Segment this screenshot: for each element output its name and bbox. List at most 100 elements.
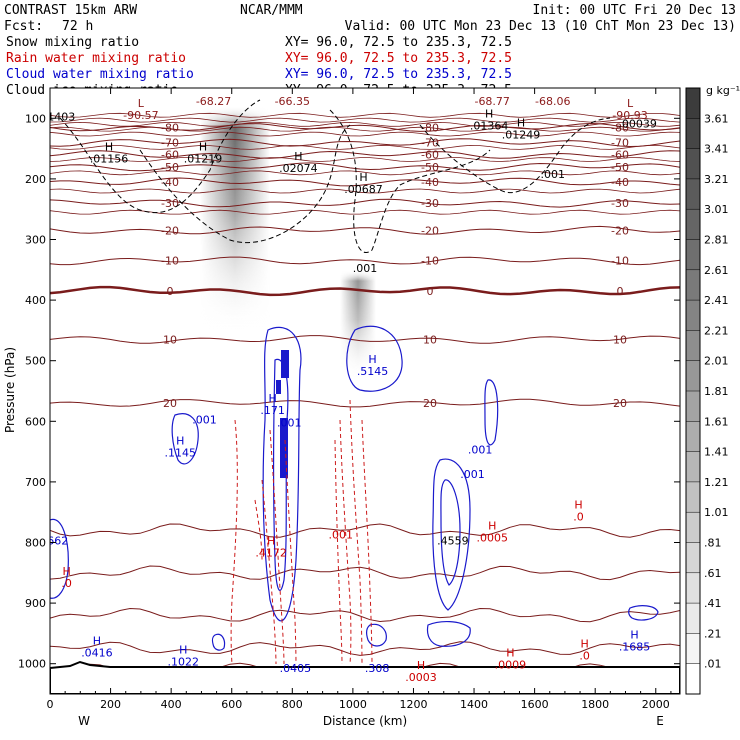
extremum-value: .4172 xyxy=(255,547,287,560)
rain-water-contour xyxy=(334,439,343,665)
colorbar-label: 1.81 xyxy=(704,385,729,398)
extremum-value: .001 xyxy=(460,468,485,481)
extremum-value: .001 xyxy=(468,444,493,457)
extremum-value: .171 xyxy=(260,404,285,417)
isotherm-label: 20 xyxy=(423,397,437,410)
cloud-water-contour xyxy=(426,621,471,647)
snow-contours xyxy=(59,99,611,253)
y-tick-label: 500 xyxy=(25,355,46,368)
y-tick-label: 800 xyxy=(25,537,46,550)
cloud-water-contour xyxy=(366,623,387,647)
colorbar-swatch xyxy=(686,330,700,362)
extremum-value: .01364 xyxy=(470,119,509,132)
colorbar-label: 1.01 xyxy=(704,506,729,519)
extremum-value: .01219 xyxy=(184,153,223,166)
extremum-value: .00687 xyxy=(344,183,383,196)
extremum-value: .1022 xyxy=(168,656,200,669)
colorbar-swatch xyxy=(686,603,700,634)
temperature-isotherms: -80 -80 -80-70 -70 -70-60 -60 -60-50 -50 -50-40-… xyxy=(50,112,680,678)
extremum-tag: H xyxy=(485,107,493,120)
colorbar: 3.61 3.41 3.21 3.01 2.81 2.61 2.41 2.21 2.01 1.81… xyxy=(685,87,729,695)
isotherm-label: 20 xyxy=(613,397,627,410)
isotherm-line xyxy=(50,138,680,148)
isotherm-label: -10 xyxy=(611,255,629,268)
extremum-value: -90.93 xyxy=(612,109,647,122)
isotherm-label: -30 xyxy=(421,197,439,210)
isotherm-label: -40 xyxy=(421,176,439,189)
cloud-water-contours xyxy=(50,325,659,651)
snow-contour xyxy=(329,109,491,253)
colorbar-swatch xyxy=(686,512,700,543)
extremum-tag: H xyxy=(630,629,638,642)
x-tick-label: 1800 xyxy=(581,698,609,711)
legend-label: Rain water mixing ratio xyxy=(6,51,186,66)
extremum-value: .1145 xyxy=(164,447,196,460)
legend-xy: XY= 96.0, 72.5 to 235.3, 72.5 xyxy=(285,51,512,66)
isotherm-label: -10 xyxy=(421,255,439,268)
extremum-value: -68.27 xyxy=(196,95,231,108)
y-tick-label: 900 xyxy=(25,597,46,610)
extremum-tag: H xyxy=(574,498,582,511)
cloud-water-contour xyxy=(211,633,226,651)
colorbar-swatch xyxy=(686,209,700,240)
extremum-value: .01403 xyxy=(37,110,76,123)
colorbar-label: 3.21 xyxy=(704,173,729,186)
isotherm-line xyxy=(50,131,680,137)
isotherm-line xyxy=(50,144,680,150)
extremum-value: .0 xyxy=(579,650,590,663)
extrema-labels: L-90.57-68.27 -66.35 -68.77 -68.06 L-90.93.0… xyxy=(37,95,657,684)
y-tick-label: 600 xyxy=(25,415,46,428)
isotherm-label: -70 xyxy=(161,137,179,150)
plot-content: -80 -80 -80-70 -70 -70-60 -60 -60-50 -50 -50-40-… xyxy=(37,95,680,694)
extremum-tag: H xyxy=(368,353,376,366)
colorbar-swatch xyxy=(686,148,700,180)
extremum-tag: H xyxy=(63,565,71,578)
cloud-water-contour xyxy=(484,379,499,446)
extremum-tag: L xyxy=(627,97,634,110)
extremum-tag: H xyxy=(268,392,276,405)
extremum-tag: H xyxy=(179,644,187,657)
cloud-water-contour xyxy=(272,358,289,591)
extremum-value: .00039 xyxy=(618,118,657,131)
cloud-water-core xyxy=(281,350,289,378)
colorbar-swatch xyxy=(686,360,700,392)
colorbar-swatch xyxy=(686,481,700,513)
extremum-tag: H xyxy=(93,635,101,648)
rain-water-contour xyxy=(284,439,297,665)
colorbar-label: 3.61 xyxy=(704,112,729,125)
colorbar-swatch xyxy=(686,178,700,210)
extremum-tag: H xyxy=(359,171,367,184)
colorbar-label: 3.41 xyxy=(704,143,729,156)
isotherm-line xyxy=(50,398,680,408)
isotherm-line xyxy=(50,198,680,208)
colorbar-label: 1.61 xyxy=(704,415,729,428)
extremum-value: .0 xyxy=(573,510,584,523)
fcst-label: Fcst: xyxy=(4,19,43,34)
isotherm-line xyxy=(50,607,680,623)
y-tick-label: 200 xyxy=(25,173,46,186)
extremum-value: -68.06 xyxy=(535,95,570,108)
colorbar-swatch xyxy=(686,269,700,301)
rain-water-contour xyxy=(269,429,285,665)
extremum-value: .01249 xyxy=(502,128,541,141)
extremum-value: .0003 xyxy=(405,671,437,684)
cloud-water-contour xyxy=(628,605,659,621)
colorbar-label: 2.21 xyxy=(704,324,729,337)
isotherm-line xyxy=(50,157,680,162)
y-tick-label: 400 xyxy=(25,294,46,307)
extremum-value: .5145 xyxy=(357,365,389,378)
isotherm-label: -50 xyxy=(161,161,179,174)
extremum-value: .01156 xyxy=(90,153,129,166)
fcst-value: 72 h xyxy=(62,19,93,34)
x-tick-label: 600 xyxy=(221,698,242,711)
isotherm-label: -70 xyxy=(421,137,439,150)
isotherm-label: -50 xyxy=(421,161,439,174)
snow-contour xyxy=(139,124,351,244)
cloud-water-contour xyxy=(440,479,461,586)
colorbar-label: 2.81 xyxy=(704,234,729,247)
isotherm-label: -60 xyxy=(611,149,629,162)
colorbar-swatch xyxy=(686,633,700,665)
extremum-value: .001 xyxy=(192,413,217,426)
